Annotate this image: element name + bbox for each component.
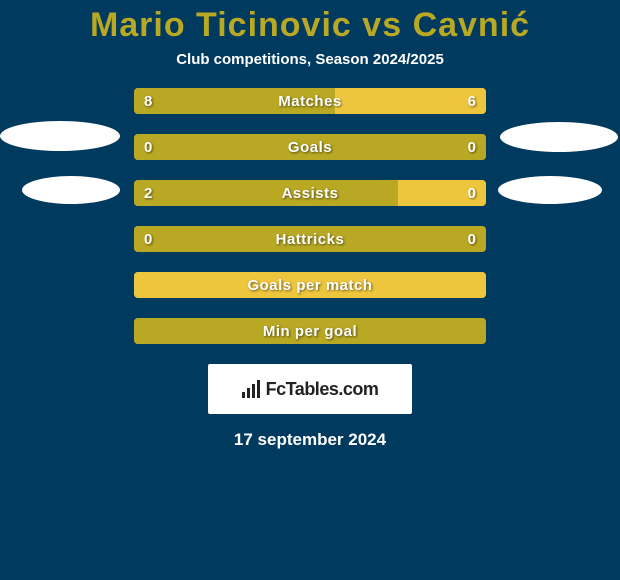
player-ellipse [0, 121, 120, 151]
stat-label: Min per goal [134, 318, 486, 344]
vs-label: vs [362, 6, 402, 44]
stat-value-right: 0 [468, 226, 476, 252]
stat-value-right: 6 [468, 88, 476, 114]
player-ellipse [500, 122, 618, 152]
subtitle: Club competitions, Season 2024/2025 [0, 51, 620, 68]
stat-value-right: 0 [468, 180, 476, 206]
stat-value-left: 8 [144, 88, 152, 114]
comparison-title: Mario Ticinovic vs Cavnić [0, 0, 620, 45]
stat-bar-row: Goals0 0 [134, 134, 486, 160]
stat-label: Goals [134, 134, 486, 160]
bar-chart-icon [242, 380, 260, 398]
stats-bars-area: Matches86Goals00Assists20Hattricks00Goal… [134, 88, 486, 344]
stat-bar-row: Matches8 6 [134, 88, 486, 114]
logo-text: FcTables.com [266, 379, 379, 400]
stat-label: Hattricks [134, 226, 486, 252]
stat-bar-row: Min per goal [134, 318, 486, 344]
stat-label: Matches [134, 88, 486, 114]
stat-bar-row: Assists2 0 [134, 180, 486, 206]
stat-value-left: 2 [144, 180, 152, 206]
stat-bar-row: Hattricks0 0 [134, 226, 486, 252]
player2-name: Cavnić [413, 6, 531, 44]
stat-label: Goals per match [134, 272, 486, 298]
generation-date: 17 september 2024 [0, 430, 620, 450]
stat-value-left: 0 [144, 226, 152, 252]
player-ellipse [22, 176, 120, 204]
player1-name: Mario Ticinovic [90, 6, 352, 44]
stat-value-right: 0 [468, 134, 476, 160]
stat-label: Assists [134, 180, 486, 206]
stat-bar-row: Goals per match [134, 272, 486, 298]
fctables-logo: FcTables.com [208, 364, 412, 414]
player-ellipse [498, 176, 602, 204]
stat-value-left: 0 [144, 134, 152, 160]
